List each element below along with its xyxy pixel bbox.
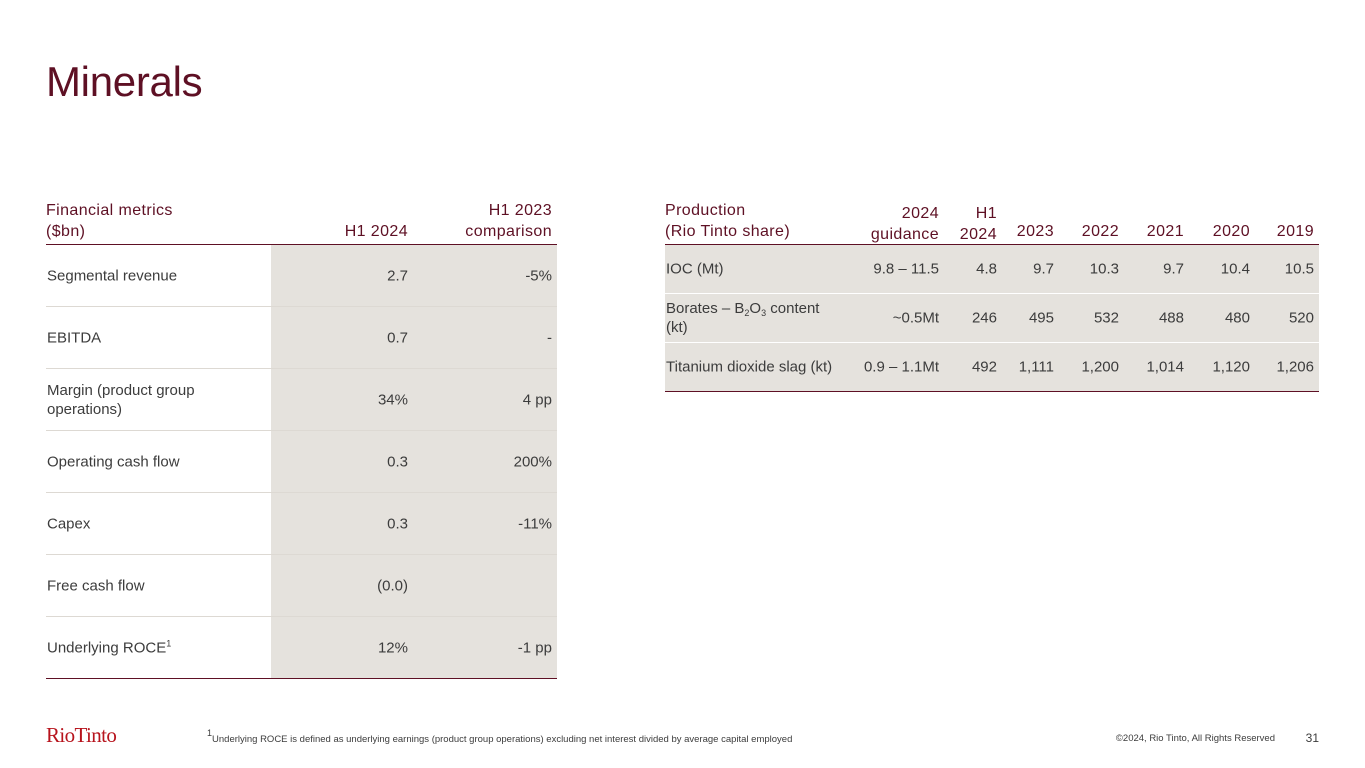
table-row: Titanium dioxide slag (kt) 0.9 – 1.1Mt 4… — [665, 343, 1319, 391]
table-row: IOC (Mt) 9.8 – 11.5 4.8 9.7 10.3 9.7 10.… — [665, 245, 1319, 294]
row-2019: 1,206 — [1276, 358, 1314, 376]
header-h1-2024: H1 2024 — [959, 205, 997, 243]
table-row: Segmental revenue 2.7 -5% — [46, 245, 557, 307]
header-2019: 2019 — [1276, 223, 1314, 240]
row-2020: 10.4 — [1220, 260, 1250, 278]
header-2021: 2021 — [1146, 223, 1184, 240]
row-label: Capex — [47, 515, 91, 532]
row-2023: 495 — [1028, 309, 1054, 327]
row-2021: 488 — [1158, 309, 1184, 327]
header-guidance: 2024 guidance — [870, 205, 939, 243]
production-table-body: IOC (Mt) 9.8 – 11.5 4.8 9.7 10.3 9.7 10.… — [665, 245, 1319, 392]
table-row: Borates – B2O3 content (kt) ~0.5Mt 246 4… — [665, 294, 1319, 343]
rio-tinto-logo: RioTinto — [46, 723, 117, 747]
row-2021: 1,014 — [1146, 358, 1184, 376]
row-2022: 10.3 — [1089, 260, 1119, 278]
financial-header-comparison: H1 2023 comparison — [465, 202, 552, 240]
row-2021: 9.7 — [1163, 260, 1184, 278]
financial-metrics-table: Financial metrics ($bn) H1 2024 H1 2023 co… — [46, 198, 557, 679]
row-2022: 532 — [1093, 309, 1119, 327]
row-label: Borates – B2O3 content (kt) — [666, 300, 820, 336]
row-guidance: ~0.5Mt — [892, 309, 939, 327]
page-number: 31 — [1305, 731, 1319, 745]
table-row: Underlying ROCE1 12% -1 pp — [46, 617, 557, 679]
row-2020: 480 — [1224, 309, 1250, 327]
row-h1-2024: 492 — [971, 358, 997, 376]
header-2023: 2023 — [1016, 223, 1054, 240]
row-label: Segmental revenue — [47, 267, 178, 284]
production-table: Production (Rio Tinto share) 2024 guidance… — [665, 198, 1319, 392]
row-h1-2024: 12% — [377, 639, 408, 656]
production-header-label: Production (Rio Tinto share) — [665, 202, 791, 240]
row-label: Underlying ROCE1 — [47, 638, 172, 657]
row-comparison: - — [547, 329, 552, 346]
row-comparison: -11% — [518, 515, 552, 532]
production-table-header: Production (Rio Tinto share) 2024 guidance… — [665, 198, 1319, 245]
table-row: EBITDA 0.7 - — [46, 307, 557, 369]
h1-2024-column-shading — [271, 245, 557, 679]
row-guidance: 0.9 – 1.1Mt — [863, 358, 939, 376]
row-label: Margin (product group operations) — [47, 381, 195, 418]
row-h1-2024: 0.3 — [387, 515, 408, 532]
row-comparison: 200% — [513, 453, 552, 470]
row-2019: 520 — [1288, 309, 1314, 327]
row-comparison: -1 pp — [517, 639, 552, 656]
row-label: Operating cash flow — [47, 453, 180, 470]
table-row: Capex 0.3 -11% — [46, 493, 557, 555]
table-row: Operating cash flow 0.3 200% — [46, 431, 557, 493]
row-2020: 1,120 — [1212, 358, 1250, 376]
row-h1-2024: 0.7 — [387, 329, 408, 346]
page-title: Minerals — [46, 58, 203, 105]
row-2019: 10.5 — [1284, 260, 1314, 278]
financial-table-header: Financial metrics ($bn) H1 2024 H1 2023 co… — [46, 198, 557, 245]
header-2022: 2022 — [1081, 223, 1119, 240]
financial-header-h1-2024: H1 2024 — [344, 223, 408, 240]
table-row: Free cash flow (0.0) — [46, 555, 557, 617]
row-comparison: -5% — [525, 267, 552, 284]
table-row: Margin (product group operations) 34% 4 … — [46, 369, 557, 431]
row-2023: 1,111 — [1018, 358, 1054, 376]
row-label: EBITDA — [47, 329, 102, 346]
row-label: IOC (Mt) — [666, 260, 724, 278]
row-label: Free cash flow — [47, 577, 145, 594]
header-2020: 2020 — [1212, 223, 1250, 240]
row-guidance: 9.8 – 11.5 — [873, 260, 939, 278]
row-h1-2024: 34% — [377, 391, 408, 408]
row-h1-2024: (0.0) — [377, 577, 408, 594]
financial-header-label: Financial metrics ($bn) — [46, 202, 173, 240]
row-h1-2024: 246 — [971, 309, 997, 327]
row-2023: 9.7 — [1033, 260, 1054, 278]
row-2022: 1,200 — [1081, 358, 1119, 376]
row-h1-2024: 0.3 — [387, 453, 408, 470]
row-comparison: 4 pp — [522, 391, 552, 408]
row-h1-2024: 2.7 — [387, 267, 408, 284]
row-h1-2024: 4.8 — [976, 260, 997, 278]
footnote: 1Underlying ROCE is defined as underlyin… — [207, 728, 793, 746]
row-label: Titanium dioxide slag (kt) — [666, 358, 833, 376]
footnote-marker: 1 — [166, 638, 172, 648]
copyright-notice: ©2024, Rio Tinto, All Rights Reserved — [1115, 733, 1275, 744]
